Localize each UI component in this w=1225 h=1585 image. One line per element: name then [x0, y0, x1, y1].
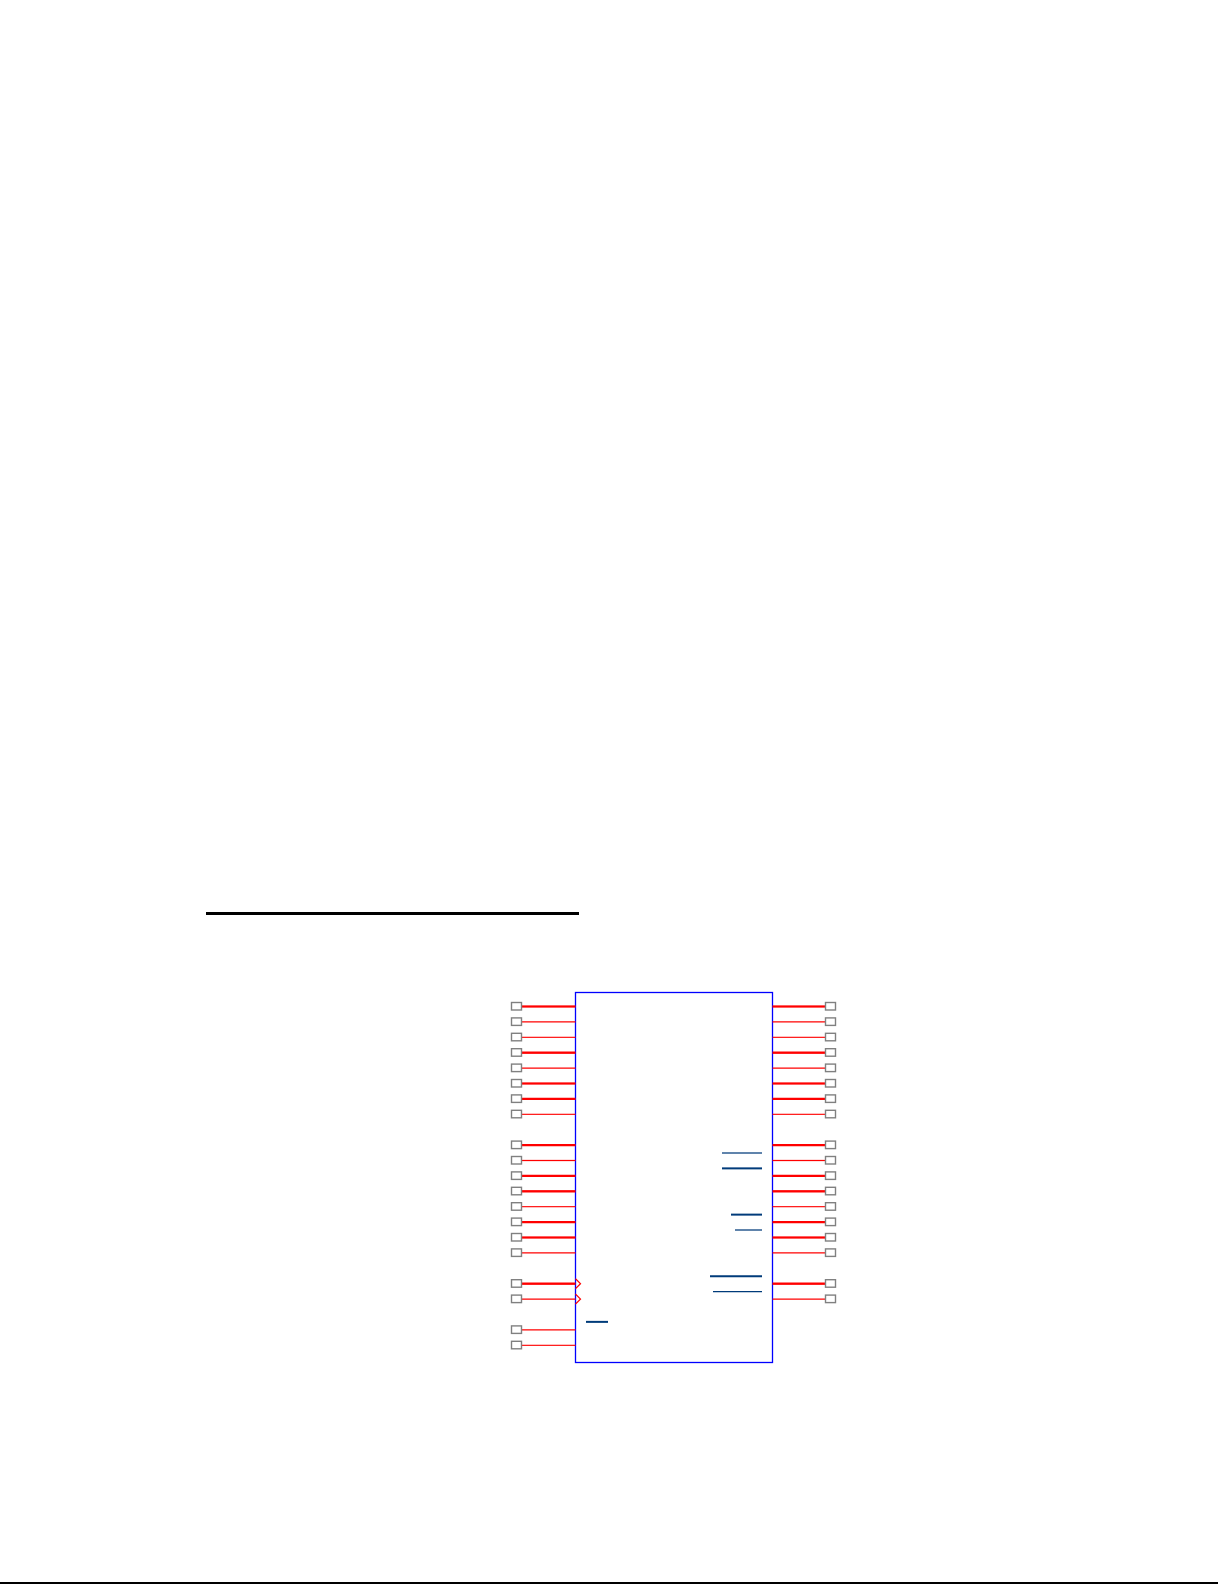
component-body[interactable] — [574, 991, 774, 1364]
page-footer-rule — [0, 1582, 1218, 1584]
pin-terminal[interactable] — [824, 1171, 837, 1181]
pin-terminal[interactable] — [824, 1248, 837, 1258]
pin-terminal[interactable] — [510, 1201, 523, 1211]
pin-terminal[interactable] — [510, 1217, 523, 1227]
pin-terminal[interactable] — [510, 1248, 523, 1258]
pin-terminal[interactable] — [824, 1001, 837, 1011]
pin-terminal[interactable] — [824, 1217, 837, 1227]
pin-terminal[interactable] — [824, 1032, 837, 1042]
pin-terminal[interactable] — [824, 1201, 837, 1211]
pin-terminal[interactable] — [510, 1294, 523, 1304]
pin-terminal[interactable] — [824, 1294, 837, 1304]
pin-terminal[interactable] — [510, 1171, 523, 1181]
pin-terminal[interactable] — [824, 1063, 837, 1073]
pin-terminal[interactable] — [824, 1278, 837, 1288]
clock-indicator-icon — [575, 1293, 582, 1305]
pin-terminal[interactable] — [824, 1078, 837, 1088]
pin-terminal[interactable] — [824, 1186, 837, 1196]
pin-terminal[interactable] — [510, 1325, 523, 1335]
pin-terminal[interactable] — [510, 1032, 523, 1042]
pin-terminal[interactable] — [510, 1232, 523, 1242]
title-underline — [206, 912, 579, 915]
pin-terminal[interactable] — [510, 1186, 523, 1196]
pin-terminal[interactable] — [510, 1155, 523, 1165]
clock-indicator-icon — [575, 1278, 582, 1290]
pin-terminal[interactable] — [510, 1278, 523, 1288]
pin-terminal[interactable] — [510, 1094, 523, 1104]
pin-terminal[interactable] — [824, 1232, 837, 1242]
pin-terminal[interactable] — [510, 1017, 523, 1027]
pin-terminal[interactable] — [510, 1063, 523, 1073]
pin-terminal[interactable] — [824, 1094, 837, 1104]
pin-terminal[interactable] — [510, 1140, 523, 1150]
pin-terminal[interactable] — [510, 1109, 523, 1119]
pin-terminal[interactable] — [824, 1155, 837, 1165]
pin-terminal[interactable] — [824, 1017, 837, 1027]
pin-terminal[interactable] — [510, 1078, 523, 1088]
pin-terminal[interactable] — [824, 1140, 837, 1150]
pin-terminal[interactable] — [510, 1340, 523, 1350]
pin-terminal[interactable] — [510, 1047, 523, 1057]
pin-terminal[interactable] — [510, 1001, 523, 1011]
pin-terminal[interactable] — [824, 1109, 837, 1119]
pin-terminal[interactable] — [824, 1047, 837, 1057]
